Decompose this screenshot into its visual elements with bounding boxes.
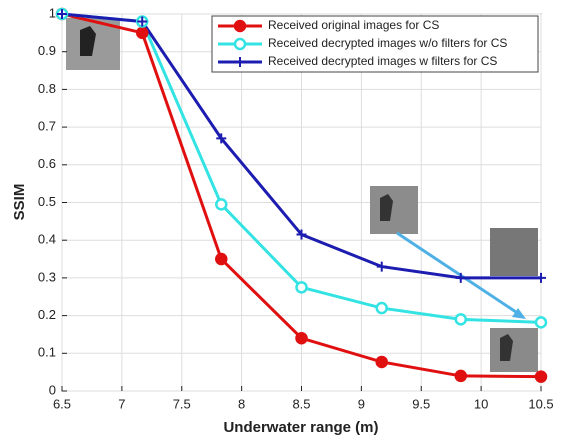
marker (454, 369, 468, 383)
marker (375, 355, 388, 369)
marker (135, 26, 149, 40)
x-tick-label: 6.5 (53, 396, 71, 411)
thumbnail-noise (490, 228, 538, 276)
marker (295, 281, 308, 294)
marker (455, 272, 466, 283)
marker (215, 252, 228, 266)
x-tick-label: 7.5 (173, 396, 191, 411)
arrow (396, 231, 523, 318)
marker (295, 331, 308, 345)
marker (534, 370, 548, 383)
thumbnail-figure (500, 334, 513, 361)
x-tick-label: 10 (474, 396, 488, 411)
x-tick-label: 7 (118, 396, 125, 411)
y-tick-label: 0.8 (38, 81, 56, 96)
thumbnail-figure (80, 26, 96, 56)
legend-marker (235, 57, 245, 67)
y-tick-label: 1 (49, 5, 56, 20)
legend-label: Received original images for CS (268, 18, 439, 32)
legend-label: Received decrypted images w/o filters fo… (268, 36, 507, 50)
legend-label: Received decrypted images w filters for … (268, 54, 497, 68)
y-tick-label: 0.9 (38, 43, 56, 58)
marker (215, 198, 228, 211)
thumbnail (370, 186, 418, 234)
marker (376, 261, 387, 272)
legend-marker (233, 19, 247, 33)
marker (454, 313, 468, 326)
y-tick-label: 0.3 (38, 269, 56, 284)
y-tick-label: 0 (49, 382, 56, 397)
y-tick-label: 0.7 (38, 119, 56, 134)
x-tick-label: 8 (238, 396, 245, 411)
thumbnail-figure (380, 194, 393, 221)
y-tick-label: 0.1 (38, 345, 56, 360)
x-tick-label: 8.5 (292, 396, 310, 411)
marker (375, 301, 388, 315)
x-tick-label: 9.5 (412, 396, 430, 411)
x-tick-label: 10.5 (528, 396, 553, 411)
x-axis-label: Underwater range (m) (223, 419, 378, 436)
marker (296, 229, 307, 240)
legend-marker (233, 37, 247, 51)
y-axis-label: SSIM (11, 184, 28, 221)
y-tick-label: 0.6 (38, 156, 56, 171)
legend (211, 15, 539, 73)
y-tick-label: 0.2 (38, 307, 56, 322)
marker (137, 16, 148, 27)
marker (57, 9, 67, 19)
marker (536, 272, 546, 283)
thumbnail (490, 328, 538, 372)
marker (216, 133, 227, 144)
x-tick-label: 9 (358, 396, 365, 411)
marker (534, 316, 548, 329)
y-tick-label: 0.5 (38, 194, 56, 209)
y-tick-label: 0.4 (38, 232, 56, 247)
arrow-head (512, 308, 526, 319)
